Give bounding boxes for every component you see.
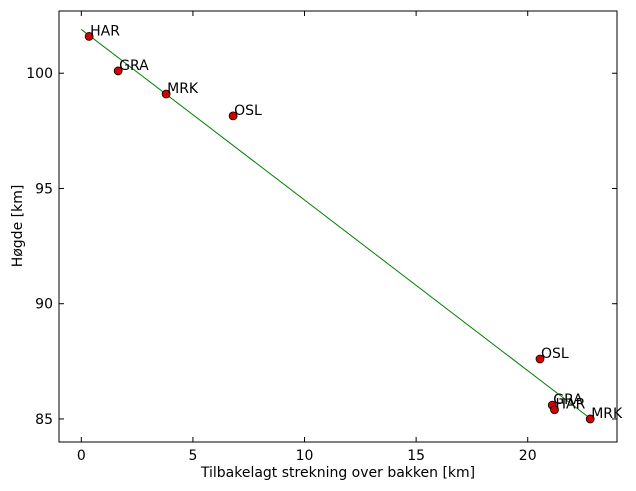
y-axis-label: Høgde [km] <box>10 185 26 268</box>
point-label: OSL <box>541 346 569 362</box>
data-point <box>84 31 94 41</box>
x-tick-label: 10 <box>296 448 314 464</box>
y-tick-label: 95 <box>35 181 53 197</box>
y-tick-label: 85 <box>35 412 53 428</box>
data-point <box>161 89 171 99</box>
data-point <box>228 111 238 121</box>
x-tick-label: 5 <box>188 448 197 464</box>
y-axis-ticks: 85 90 95 100 <box>26 66 617 428</box>
point-label: HAR <box>556 397 586 413</box>
data-point <box>113 66 123 76</box>
x-tick-label: 20 <box>519 448 537 464</box>
point-label: MRK <box>167 81 199 97</box>
x-tick-label: 15 <box>407 448 425 464</box>
data-point <box>585 414 595 424</box>
x-axis-ticks: 0 5 10 15 20 <box>77 11 537 464</box>
point-label: OSL <box>234 103 262 119</box>
x-axis-label: Tilbakelagt strekning over bakken [km] <box>200 465 475 481</box>
point-label: GRA <box>119 58 149 74</box>
x-tick-label: 0 <box>77 448 86 464</box>
data-point <box>550 405 559 415</box>
y-tick-label: 90 <box>35 297 53 313</box>
point-label: HAR <box>90 23 120 39</box>
point-label: MRK <box>591 406 623 422</box>
data-point <box>535 354 545 364</box>
point-label: GRA <box>553 392 583 408</box>
y-tick-label: 100 <box>26 66 53 82</box>
plot-area <box>58 10 618 443</box>
